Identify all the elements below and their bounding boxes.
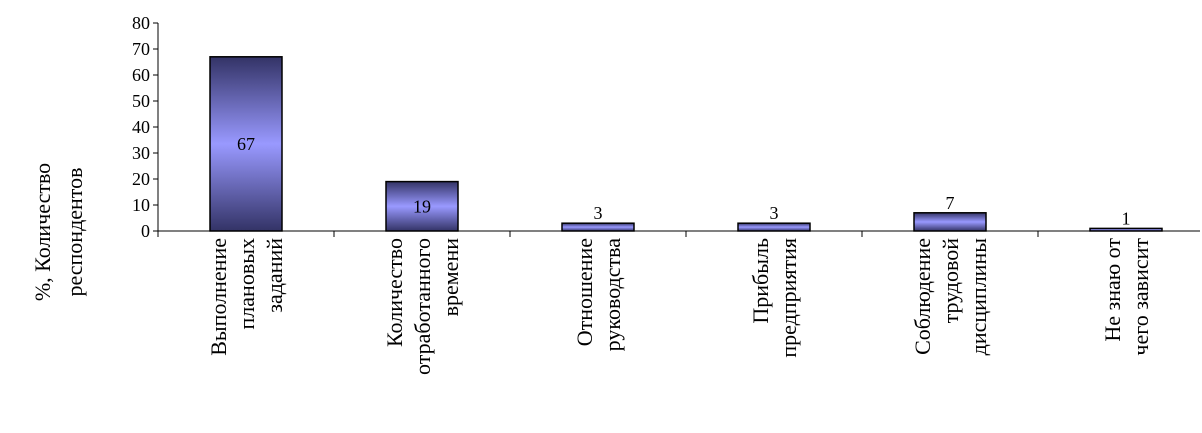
data-label: 67 (237, 134, 255, 154)
y-tick-label: 0 (141, 221, 150, 241)
y-tick-label: 40 (132, 117, 150, 137)
y-axis-title-line: %, Количество (30, 163, 55, 301)
category-label-line: дисциплины (966, 238, 991, 356)
y-tick-label: 20 (132, 169, 150, 189)
category-label-line: Выполнение (206, 238, 231, 356)
category-label-line: отработанного (410, 238, 435, 375)
data-label: 3 (594, 203, 603, 223)
y-tick-label: 10 (132, 195, 150, 215)
category-label-line: Отношение (572, 238, 597, 346)
data-label: 3 (770, 203, 779, 223)
y-axis-title: %, Количество респондентов (30, 163, 87, 301)
y-axis: 0 10 20 30 40 50 60 70 80 (132, 13, 159, 241)
bar (561, 222, 635, 232)
category-label-line: Прибыль (748, 238, 773, 324)
y-tick-label: 30 (132, 143, 150, 163)
category-label-line: Не знаю от (1100, 238, 1125, 342)
y-tick-label: 70 (132, 39, 150, 59)
bar (385, 180, 459, 232)
category-label-line: трудовой (938, 238, 963, 324)
bar (737, 222, 811, 232)
bar (1089, 227, 1163, 232)
y-axis-title-line: респондентов (62, 167, 87, 296)
category-label-line: заданий (262, 238, 287, 313)
y-tick-label: 60 (132, 65, 150, 85)
category-label-line: руководства (600, 238, 625, 352)
category-label-line: чего зависит (1128, 238, 1153, 356)
category-label-line: предприятия (776, 238, 801, 358)
category-label-line: Количество (382, 238, 407, 347)
category-label-line: Соблюдение (910, 238, 935, 355)
category-label-line: времени (438, 238, 463, 317)
y-tick-label: 50 (132, 91, 150, 111)
data-labels: 67 19 3 3 7 1 (237, 134, 1131, 229)
bars (209, 56, 1163, 232)
data-label: 19 (413, 196, 431, 216)
bar (913, 212, 987, 232)
y-tick-label: 80 (132, 13, 150, 33)
x-axis (157, 230, 1200, 237)
category-labels: Выполнение плановых заданий Количество отраб… (206, 238, 1153, 375)
data-label: 1 (1122, 208, 1131, 228)
bar (209, 56, 283, 232)
category-label-line: плановых (234, 238, 259, 329)
data-label: 7 (946, 193, 955, 213)
